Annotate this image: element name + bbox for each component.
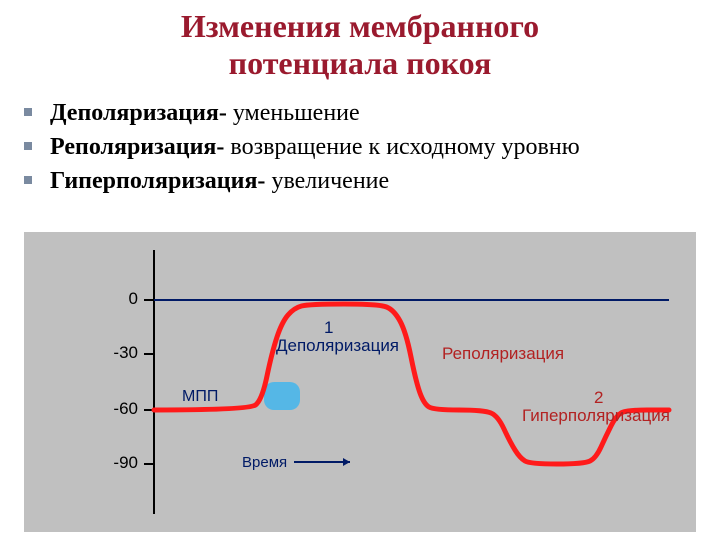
bullet-term: Гиперполяризация- — [50, 168, 265, 194]
title-line1: Изменения мембранного — [0, 8, 720, 45]
hyper_word: Гиперполяризация — [522, 406, 670, 426]
bullet-desc: возвращение к исходному уровню — [224, 134, 579, 160]
bullet-term: Реполяризация- — [50, 134, 224, 160]
page-title: Изменения мембранного потенциала покоя — [0, 0, 720, 82]
depol_num: 1 — [324, 318, 333, 338]
depol_word: Деполяризация — [276, 336, 399, 356]
repol: Реполяризация — [442, 344, 564, 364]
ytick-label: -30 — [24, 343, 138, 363]
title-line2: потенциала покоя — [0, 45, 720, 82]
ytick-label: -90 — [24, 453, 138, 473]
bullet-term: Деполяризация- — [50, 100, 227, 126]
membrane-potential-chart: 0 -30 -60 -90 1Деполяризация Реполяризация 2Ги… — [24, 232, 696, 532]
bullet-desc: уменьшение — [227, 100, 360, 126]
chart-svg — [24, 232, 696, 532]
bullet-desc: увеличение — [265, 168, 389, 194]
time: Время — [242, 454, 287, 471]
ytick-label: -60 — [24, 399, 138, 419]
hyper_num: 2 — [594, 388, 603, 408]
bullet-list: Деполяризация- уменьшение Реполяризация-… — [0, 82, 720, 196]
list-item: Реполяризация- возвращение к исходному у… — [50, 132, 698, 162]
bullet-marker-icon — [24, 176, 32, 184]
list-item: Гиперполяризация- увеличение — [50, 166, 698, 196]
list-item: Деполяризация- уменьшение — [50, 98, 698, 128]
bullet-marker-icon — [24, 142, 32, 150]
bullet-marker-icon — [24, 108, 32, 116]
ytick-label: 0 — [24, 289, 138, 309]
mpp: МПП — [182, 388, 218, 406]
